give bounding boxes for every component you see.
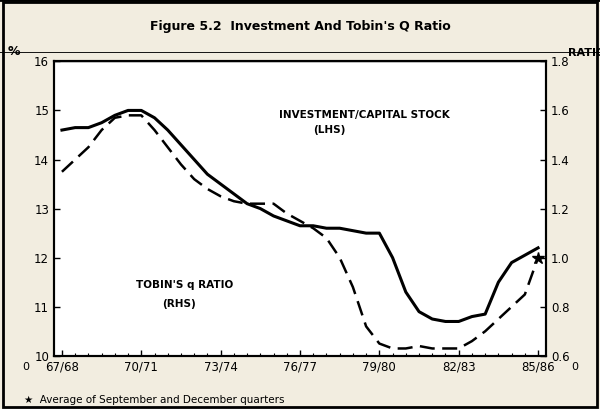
Text: (RHS): (RHS)	[163, 299, 196, 309]
Text: (LHS): (LHS)	[313, 125, 346, 135]
Text: TOBIN'S q RATIO: TOBIN'S q RATIO	[136, 280, 233, 290]
Text: %: %	[7, 45, 20, 58]
Text: Figure 5.2  Investment And Tobin's Q Ratio: Figure 5.2 Investment And Tobin's Q Rati…	[149, 20, 451, 33]
Text: ★  Average of September and December quarters: ★ Average of September and December quar…	[24, 395, 284, 405]
Text: RATIO: RATIO	[568, 48, 600, 58]
Text: 0: 0	[571, 362, 578, 372]
Text: 0: 0	[22, 362, 29, 372]
Text: INVESTMENT/CAPITAL STOCK: INVESTMENT/CAPITAL STOCK	[279, 110, 449, 120]
